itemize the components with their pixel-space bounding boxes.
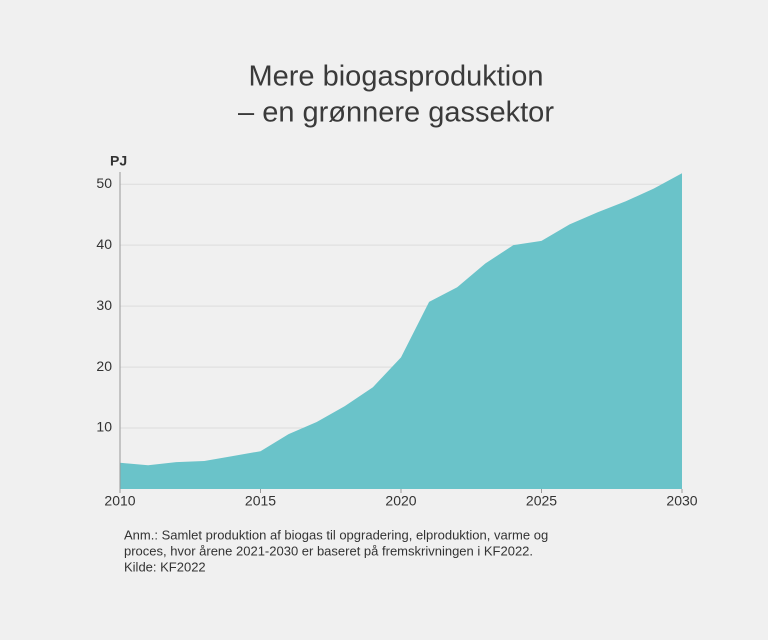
x-tick-label: 2010 bbox=[104, 493, 135, 509]
footnote: proces, hvor årene 2021-2030 er baseret … bbox=[124, 543, 533, 558]
y-tick-label: 50 bbox=[96, 175, 112, 191]
area bbox=[120, 173, 682, 489]
footnote: Anm.: Samlet produktion af biogas til op… bbox=[124, 527, 548, 542]
y-tick-label: 40 bbox=[96, 236, 112, 252]
y-axis-label: PJ bbox=[110, 153, 127, 169]
y-tick-label: 30 bbox=[96, 297, 112, 313]
x-tick-label: 2020 bbox=[385, 493, 416, 509]
chart-title: Mere biogasproduktion bbox=[248, 61, 543, 93]
y-tick-label: 10 bbox=[96, 419, 112, 435]
y-tick-label: 20 bbox=[96, 358, 112, 374]
chart-title: – en grønnere gassektor bbox=[238, 97, 554, 129]
x-tick-label: 2030 bbox=[666, 493, 697, 509]
footnote: Kilde: KF2022 bbox=[124, 559, 206, 574]
x-tick-label: 2015 bbox=[245, 493, 276, 509]
x-tick-label: 2025 bbox=[526, 493, 557, 509]
